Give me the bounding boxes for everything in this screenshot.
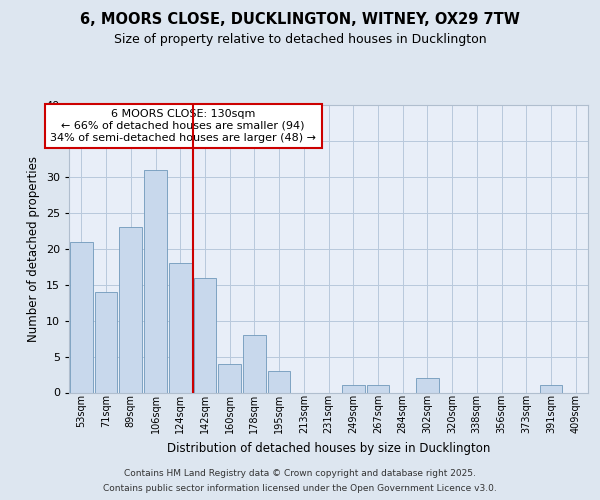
Bar bbox=[70, 242, 93, 392]
Text: Size of property relative to detached houses in Ducklington: Size of property relative to detached ho… bbox=[113, 32, 487, 46]
Text: Contains public sector information licensed under the Open Government Licence v3: Contains public sector information licen… bbox=[103, 484, 497, 493]
Bar bbox=[539, 386, 562, 392]
Bar bbox=[95, 292, 118, 392]
Y-axis label: Number of detached properties: Number of detached properties bbox=[27, 156, 40, 342]
Bar bbox=[268, 371, 290, 392]
Bar bbox=[218, 364, 241, 392]
X-axis label: Distribution of detached houses by size in Ducklington: Distribution of detached houses by size … bbox=[167, 442, 490, 454]
Text: 6 MOORS CLOSE: 130sqm
← 66% of detached houses are smaller (94)
34% of semi-deta: 6 MOORS CLOSE: 130sqm ← 66% of detached … bbox=[50, 110, 316, 142]
Text: 6, MOORS CLOSE, DUCKLINGTON, WITNEY, OX29 7TW: 6, MOORS CLOSE, DUCKLINGTON, WITNEY, OX2… bbox=[80, 12, 520, 28]
Bar bbox=[416, 378, 439, 392]
Bar bbox=[342, 386, 365, 392]
Bar bbox=[144, 170, 167, 392]
Text: Contains HM Land Registry data © Crown copyright and database right 2025.: Contains HM Land Registry data © Crown c… bbox=[124, 469, 476, 478]
Bar bbox=[194, 278, 216, 392]
Bar bbox=[119, 227, 142, 392]
Bar bbox=[169, 263, 191, 392]
Bar bbox=[243, 335, 266, 392]
Bar bbox=[367, 386, 389, 392]
